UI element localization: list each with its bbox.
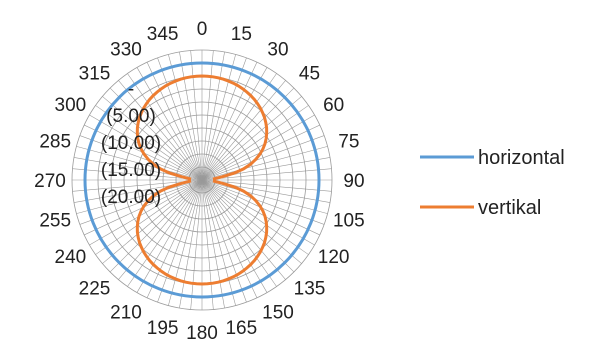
angle-label: 285 — [39, 132, 71, 153]
grid-spoke — [201, 179, 268, 293]
grid-spoke — [201, 51, 225, 181]
series-vertikal-line — [135, 74, 269, 286]
angle-label: 30 — [267, 39, 288, 60]
angle-label: 0 — [197, 19, 208, 40]
grid-spoke — [201, 179, 286, 280]
grid-spoke — [201, 62, 258, 181]
angle-label: 345 — [147, 24, 179, 45]
radial-tick-label: (5.00) — [106, 106, 156, 127]
grid-spoke — [79, 179, 203, 225]
grid-spoke — [179, 51, 203, 181]
angle-label: 225 — [79, 278, 111, 299]
angle-label: 330 — [110, 39, 142, 60]
grid-spoke — [201, 96, 302, 181]
grid-spoke — [157, 179, 203, 303]
legend: horizontal vertikal — [420, 147, 565, 219]
grid-spoke — [136, 179, 203, 293]
angle-label: 240 — [55, 247, 87, 268]
grid-spoke — [79, 135, 203, 181]
grid-spoke — [201, 87, 295, 181]
grid-spoke — [201, 50, 214, 181]
grid-spoke — [76, 179, 203, 214]
angle-label: 150 — [262, 303, 294, 324]
angle-label: 255 — [39, 210, 71, 231]
grid-spoke — [201, 179, 328, 214]
grid-spoke — [201, 179, 325, 225]
angle-label: 90 — [343, 171, 364, 192]
grid-spoke — [95, 179, 203, 255]
grid-spoke — [201, 114, 315, 181]
angle-label: 300 — [55, 95, 87, 116]
grid-spoke — [201, 179, 332, 192]
grid-spoke — [168, 54, 203, 181]
grid-spoke — [201, 179, 315, 246]
grid-spoke — [95, 105, 203, 181]
grid-spoke — [201, 179, 214, 310]
grid-spoke — [201, 57, 247, 181]
radial-tick-label: - — [128, 79, 134, 100]
angle-label: 105 — [333, 210, 365, 231]
angle-label: 270 — [34, 171, 66, 192]
angle-label: 210 — [110, 303, 142, 324]
radial-tick-label: (20.00) — [101, 187, 161, 208]
grid-spoke — [201, 168, 332, 181]
grid-spoke — [127, 73, 203, 181]
grid-spoke — [201, 179, 277, 287]
grid-spoke — [102, 96, 203, 181]
grid-spoke — [201, 105, 309, 181]
grid-spoke — [201, 54, 236, 181]
grid-spoke — [201, 146, 328, 181]
angle-label: 315 — [79, 64, 111, 85]
series-horizontal-line — [83, 61, 321, 299]
grid-spoke — [118, 179, 203, 280]
angle-label: 15 — [231, 24, 252, 45]
grid-spoke — [201, 73, 277, 181]
grid-spoke — [190, 50, 203, 181]
grid-spoke — [201, 179, 236, 306]
grid-spoke — [109, 179, 203, 273]
grid-spoke — [89, 114, 203, 181]
grid-spoke — [136, 67, 203, 181]
grid-spoke — [201, 179, 302, 264]
grid-spoke — [190, 179, 203, 310]
grid-spoke — [146, 179, 203, 298]
grid-spoke — [201, 179, 295, 273]
grid-spoke — [109, 87, 203, 181]
radial-labels: - (5.00) (10.00) (15.00) (20.00) — [101, 79, 161, 208]
radial-tick-label: (15.00) — [101, 160, 161, 181]
angle-label: 180 — [186, 323, 218, 344]
grid-spoke — [201, 179, 247, 303]
grid-spoke — [118, 80, 203, 181]
legend-label-horizontal: horizontal — [478, 147, 565, 169]
angle-label: 165 — [225, 318, 257, 339]
grid-spoke — [201, 80, 286, 181]
angle-label: 135 — [294, 278, 326, 299]
angle-label: 60 — [323, 95, 344, 116]
grid-spoke — [201, 135, 325, 181]
angle-label: 45 — [299, 64, 320, 85]
grid-spoke — [127, 179, 203, 287]
grid-spoke — [157, 57, 203, 181]
grid-spoke — [201, 179, 309, 255]
grid-spoke — [201, 67, 268, 181]
grid-spoke — [89, 179, 203, 246]
grid-spoke — [179, 179, 203, 309]
legend-label-vertikal: vertikal — [478, 197, 541, 219]
angle-label: 120 — [318, 247, 350, 268]
grid-spoke — [146, 62, 203, 181]
angle-label: 75 — [338, 132, 359, 153]
grid-spoke — [201, 179, 258, 298]
radial-tick-label: (10.00) — [101, 133, 161, 154]
grid-spoke — [168, 179, 203, 306]
grid-spoke — [72, 179, 203, 192]
grid-spoke — [76, 146, 203, 181]
grid-spoke — [102, 179, 203, 264]
grid-spoke — [201, 179, 225, 309]
grid-spoke — [72, 168, 203, 181]
angle-label: 195 — [147, 318, 179, 339]
